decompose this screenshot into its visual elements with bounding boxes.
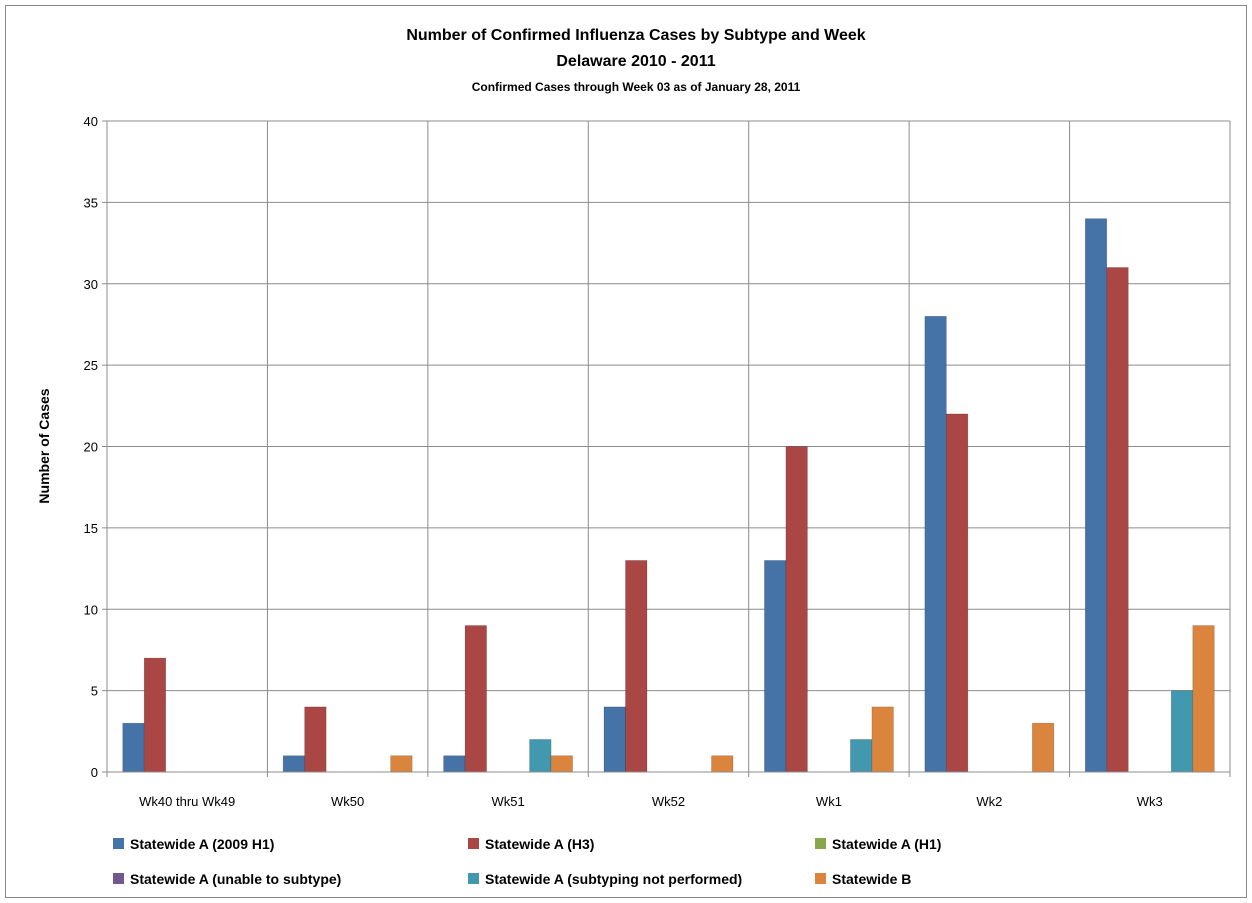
legend-swatch: [815, 838, 826, 849]
bar: [785, 446, 808, 773]
bar: [850, 739, 873, 773]
legend-swatch: [468, 873, 479, 884]
y-tick-label: 0: [91, 765, 98, 780]
bar: [122, 722, 145, 773]
bar: [143, 657, 167, 773]
bar: [304, 706, 327, 773]
legend-label: Statewide A (H3): [485, 836, 594, 852]
bar: [443, 755, 466, 773]
y-tick-label: 35: [84, 195, 98, 210]
bar: [871, 706, 894, 773]
bar: [1192, 625, 1215, 773]
bar-layer: [122, 218, 1215, 773]
legend-swatch: [815, 873, 826, 884]
bar: [529, 739, 552, 773]
y-tick-label: 5: [91, 684, 98, 699]
y-tick-label: 15: [84, 521, 98, 536]
bar: [1106, 267, 1129, 773]
bar: [625, 560, 648, 773]
grid-layer: [106, 120, 1231, 773]
chart-title: Number of Confirmed Influenza Cases by S…: [406, 27, 865, 44]
x-tick-label: Wk52: [652, 794, 685, 809]
legend-swatch: [113, 873, 124, 884]
legend-label: Statewide A (2009 H1): [130, 836, 274, 852]
bar: [764, 560, 787, 773]
y-tick-label: 40: [84, 114, 98, 129]
legend-swatch: [468, 838, 479, 849]
x-tick-label: Wk1: [816, 794, 842, 809]
bar: [550, 755, 573, 773]
bar: [711, 755, 734, 773]
y-tick-label: 20: [84, 440, 98, 455]
x-tick-label: Wk3: [1137, 794, 1163, 809]
bar: [924, 315, 947, 773]
y-tick-label: 25: [84, 358, 98, 373]
chart-subtitle-2: Confirmed Cases through Week 03 as of Ja…: [472, 80, 801, 94]
bar: [390, 755, 413, 773]
bar: [464, 625, 487, 773]
bar: [1032, 722, 1055, 773]
x-tick-label: Wk51: [491, 794, 524, 809]
bar: [1084, 218, 1108, 773]
legend-label: Statewide A (unable to subtype): [130, 871, 341, 887]
chart-subtitle: Delaware 2010 - 2011: [556, 53, 715, 70]
y-tick-label: 10: [84, 602, 98, 617]
legend-swatch: [113, 838, 124, 849]
y-tick-label: 30: [84, 277, 98, 292]
x-tick-label: Wk50: [331, 794, 364, 809]
legend-label: Statewide A (subtyping not performed): [485, 871, 742, 887]
bar: [946, 413, 969, 773]
y-axis-label: Number of Cases: [36, 388, 52, 503]
legend: Statewide A (2009 H1) Statewide A (H3) Sta…: [113, 836, 941, 887]
axis-layer: 0 5 10 15 20 25 30 35 40 Wk40 thru Wk49 Wk50 Wk51 Wk…: [84, 114, 1231, 809]
bar: [603, 706, 626, 773]
x-tick-label: Wk2: [976, 794, 1002, 809]
legend-label: Statewide A (H1): [832, 836, 941, 852]
legend-label: Statewide B: [832, 871, 911, 887]
x-tick-label: Wk40 thru Wk49: [139, 794, 235, 809]
bar: [282, 755, 305, 773]
bar: [1170, 690, 1194, 773]
